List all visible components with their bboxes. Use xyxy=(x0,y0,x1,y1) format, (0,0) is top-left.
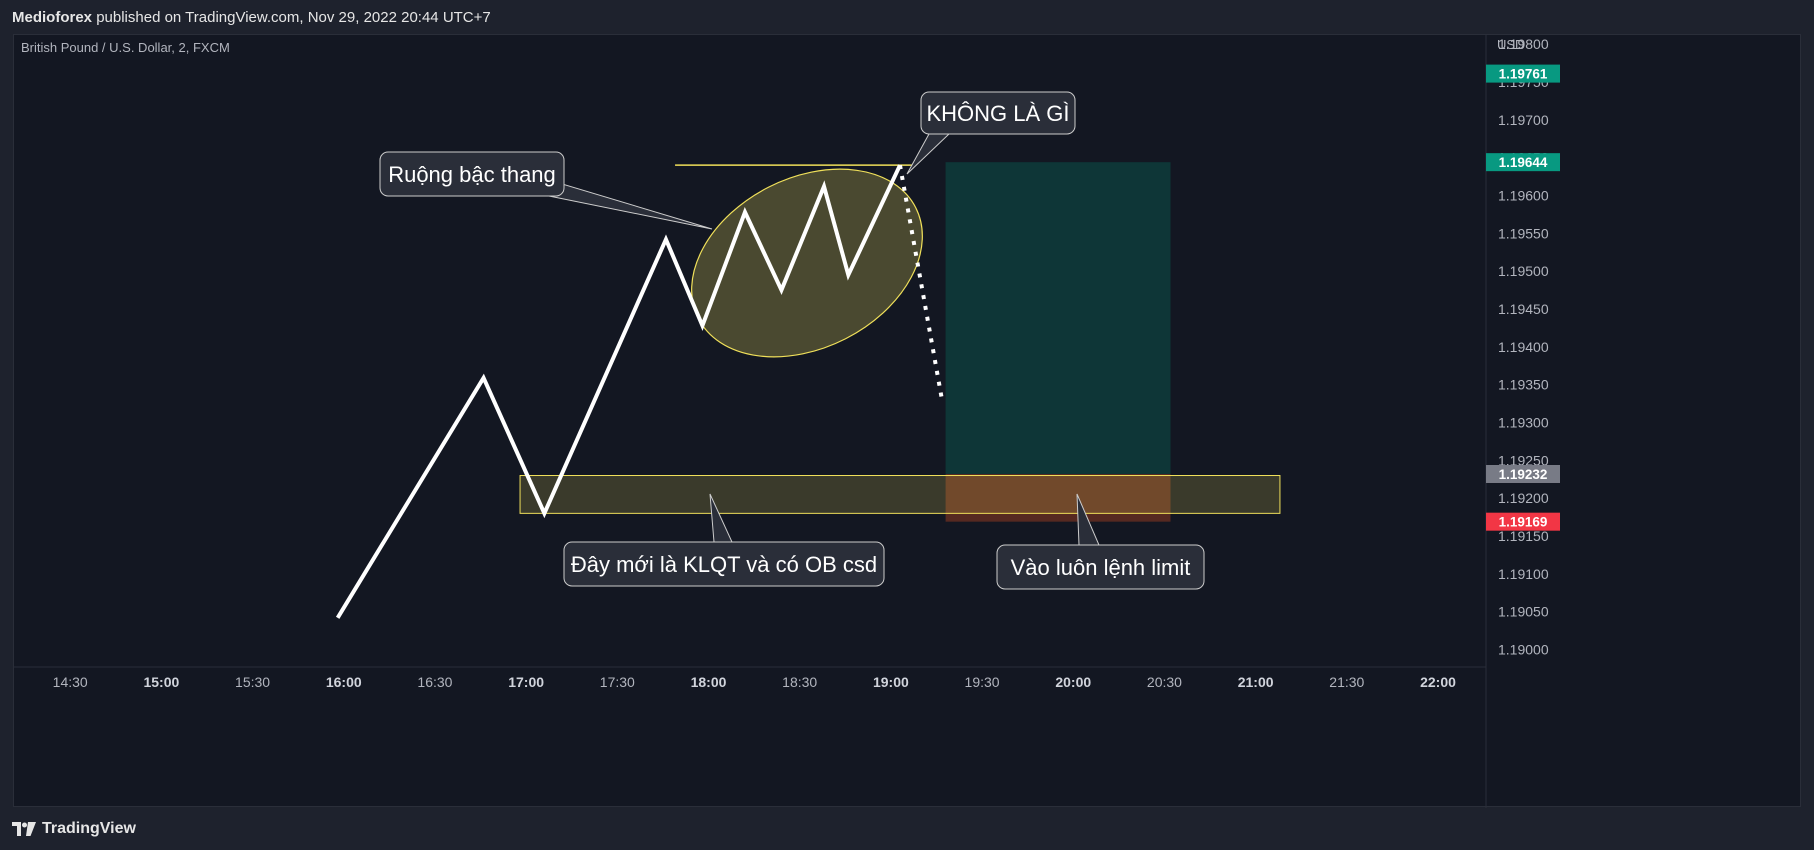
y-tick-label: 1.19800 xyxy=(1498,36,1549,52)
x-tick-label: 16:30 xyxy=(417,674,452,690)
x-tick-label: 17:00 xyxy=(508,674,544,690)
callout-annotation: Đây mới là KLQT và có OB csd xyxy=(563,493,885,587)
callout-box xyxy=(379,151,565,197)
callout-pointer xyxy=(542,182,713,230)
price-label-text: 1.19761 xyxy=(1499,67,1548,82)
x-tick-label: 15:30 xyxy=(235,674,270,690)
author-name[interactable]: Medioforex xyxy=(12,8,93,26)
callout-text: Vào luôn lệnh limit xyxy=(1011,555,1191,580)
price-label-text: 1.19232 xyxy=(1499,467,1548,482)
x-tick-label: 16:00 xyxy=(326,674,362,690)
callout-box xyxy=(996,544,1205,590)
x-tick-label: 21:30 xyxy=(1329,674,1364,690)
y-tick-label: 1.19150 xyxy=(1498,528,1549,544)
y-tick-label: 1.19500 xyxy=(1498,263,1549,279)
y-tick-label: 1.19450 xyxy=(1498,301,1549,317)
x-tick-label: 19:30 xyxy=(965,674,1000,690)
x-tick-label: 18:00 xyxy=(691,674,727,690)
y-tick-label: 1.19100 xyxy=(1498,566,1549,582)
y-tick-label: 1.19400 xyxy=(1498,339,1549,355)
tradingview-logo-icon xyxy=(12,822,36,836)
price-chart[interactable]: British Pound / U.S. Dollar, 2, FXCM USD1… xyxy=(14,35,1802,808)
y-tick-label: 1.19600 xyxy=(1498,187,1549,203)
price-axis-unit: USD xyxy=(1497,37,1524,52)
price-label-text: 1.19169 xyxy=(1499,515,1548,530)
y-tick-label: 1.19300 xyxy=(1498,415,1549,431)
price-label-bg xyxy=(1486,464,1560,483)
callout-text: Ruộng bậc thang xyxy=(388,162,556,187)
order-block-zone xyxy=(519,475,1281,514)
y-tick-label: 1.19000 xyxy=(1498,642,1549,658)
callout-pointer xyxy=(906,133,951,175)
chart-frame[interactable]: British Pound / U.S. Dollar, 2, FXCM USD 1… xyxy=(13,34,1802,808)
y-tick-label: 1.19050 xyxy=(1498,604,1549,620)
callout-text: KHÔNG LÀ GÌ xyxy=(926,101,1069,126)
callout-box xyxy=(563,541,885,587)
y-tick-label: 1.19350 xyxy=(1498,377,1549,393)
x-tick-label: 22:00 xyxy=(1420,674,1456,690)
x-tick-label: 19:00 xyxy=(873,674,909,690)
price-label-bg xyxy=(1486,512,1560,531)
callout-annotation: KHÔNG LÀ GÌ xyxy=(906,91,1076,175)
x-tick-label: 15:00 xyxy=(143,674,179,690)
price-line xyxy=(335,164,902,619)
x-tick-label: 17:30 xyxy=(600,674,635,690)
chart-symbol-title: British Pound / U.S. Dollar, 2, FXCM xyxy=(21,40,230,55)
price-label-text: 1.19644 xyxy=(1499,155,1548,170)
y-tick-label: 1.19250 xyxy=(1498,452,1549,468)
y-tick-label: 1.19200 xyxy=(1498,490,1549,506)
publish-info: published on TradingView.com, Nov 29, 20… xyxy=(96,8,491,26)
projected-move-line xyxy=(898,164,945,404)
tradingview-brand: TradingView xyxy=(42,820,136,837)
callout-text: Đây mới là KLQT và có OB csd xyxy=(571,552,877,577)
target-zone xyxy=(945,162,1171,474)
x-tick-label: 21:00 xyxy=(1238,674,1274,690)
publish-header: Medioforex published on TradingView.com,… xyxy=(0,0,1814,34)
x-tick-label: 20:30 xyxy=(1147,674,1182,690)
callout-box xyxy=(920,91,1076,135)
y-tick-label: 1.19550 xyxy=(1498,225,1549,241)
x-tick-label: 20:00 xyxy=(1055,674,1091,690)
callout-annotation: Vào luôn lệnh limit xyxy=(996,493,1205,590)
tradingview-footer[interactable]: TradingView xyxy=(12,814,136,844)
x-tick-label: 18:30 xyxy=(782,674,817,690)
price-label-bg xyxy=(1486,64,1560,83)
x-tick-label: 14:30 xyxy=(53,674,88,690)
callout-annotation: Ruộng bậc thang xyxy=(379,151,713,230)
y-tick-label: 1.19700 xyxy=(1498,112,1549,128)
price-label-bg xyxy=(1486,153,1560,172)
